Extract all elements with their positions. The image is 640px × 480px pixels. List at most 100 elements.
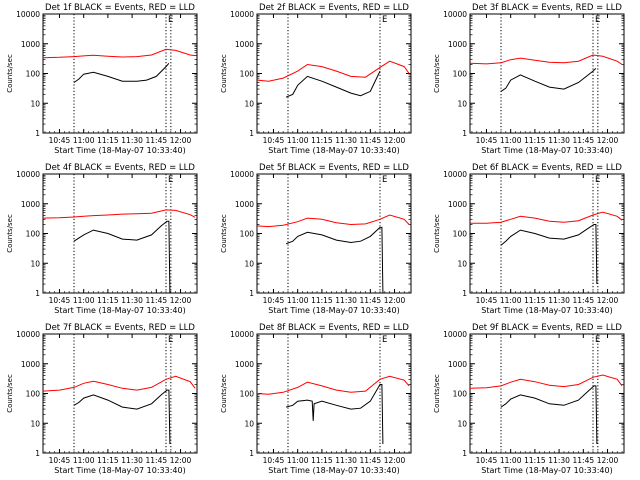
x-tick-label: 11:00 — [500, 456, 522, 465]
x-tick-label: 12:00 — [170, 456, 192, 465]
y-tick-label: 10000 — [443, 330, 467, 339]
plot-frame — [256, 173, 412, 294]
x-tick-label: 12:00 — [597, 456, 619, 465]
x-tick-label: 11:45 — [573, 456, 595, 465]
y-tick-label: 100 — [240, 70, 255, 79]
y-tick-label: 10 — [30, 99, 40, 108]
y-tick-label: 100 — [453, 230, 468, 239]
y-tick-label: 10 — [30, 259, 40, 268]
panel-title: Det 6f BLACK = Events, RED = LLD — [472, 163, 622, 173]
x-tick-label: 11:45 — [146, 456, 168, 465]
chart-panel-5: Det 5f BLACK = Events, RED = LLD 1 10 100 10… — [220, 163, 412, 315]
y-tick-label: 1 — [35, 129, 40, 138]
y-tick-label: 10000 — [443, 170, 467, 179]
x-tick-label: 10:45 — [476, 296, 498, 305]
marker-label: E — [595, 335, 600, 345]
panel-title: Det 8f BLACK = Events, RED = LLD — [259, 323, 409, 333]
chart-panel-2: Det 2f BLACK = Events, RED = LLD 1 10 100 10… — [220, 3, 412, 155]
chart-panel-4: Det 4f BLACK = Events, RED = LLD 1 10 100 10… — [6, 163, 198, 315]
y-axis-label: Counts/sec — [220, 374, 228, 413]
lld-series-line — [470, 211, 623, 224]
lld-series-line — [469, 374, 623, 389]
events-series-line — [73, 62, 170, 83]
y-tick-label: 1000 — [448, 40, 467, 49]
y-tick-label: 10000 — [443, 10, 467, 19]
x-tick-label: 11:15 — [311, 296, 333, 305]
x-tick-label: 11:45 — [573, 136, 595, 145]
x-tick-label: 11:45 — [360, 136, 382, 145]
x-tick-label: 11:30 — [335, 456, 357, 465]
y-axis-label: Counts/sec — [6, 54, 14, 93]
y-axis-label: Counts/sec — [433, 374, 441, 413]
x-tick-label: 11:30 — [548, 136, 570, 145]
x-tick-label: 11:00 — [73, 456, 95, 465]
x-axis-label: Start Time (18-May-07 10:33:40) — [268, 306, 399, 315]
events-series-line — [500, 224, 598, 285]
x-tick-label: 11:00 — [73, 136, 95, 145]
events-series-line — [500, 385, 598, 445]
x-tick-label: 11:15 — [524, 296, 546, 305]
y-tick-label: 10000 — [230, 10, 254, 19]
events-series-line — [285, 384, 384, 445]
y-tick-label: 1 — [35, 289, 40, 298]
x-tick-label: 11:15 — [524, 456, 546, 465]
y-tick-label: 1000 — [235, 360, 254, 369]
y-tick-label: 1000 — [235, 200, 254, 209]
y-tick-label: 1000 — [235, 40, 254, 49]
x-tick-label: 11:45 — [146, 136, 168, 145]
y-tick-label: 1000 — [21, 200, 40, 209]
events-series-line — [73, 220, 171, 294]
panel-title: Det 3f BLACK = Events, RED = LLD — [472, 3, 622, 13]
marker-label: E — [168, 335, 173, 345]
lld-series-line — [256, 60, 410, 82]
y-tick-label: 100 — [26, 70, 41, 79]
x-tick-label: 11:00 — [500, 136, 522, 145]
x-tick-label: 11:15 — [97, 136, 119, 145]
y-tick-label: 1 — [249, 289, 254, 298]
y-tick-label: 1000 — [21, 40, 40, 49]
chart-panel-7: Det 7f BLACK = Events, RED = LLD 1 10 100 10… — [6, 323, 198, 475]
x-tick-label: 11:15 — [524, 136, 546, 145]
plot-frame — [42, 13, 198, 134]
x-axis-label: Start Time (18-May-07 10:33:40) — [268, 146, 399, 155]
x-tick-label: 10:45 — [49, 456, 71, 465]
x-tick-label: 10:45 — [263, 456, 285, 465]
x-axis-label: Start Time (18-May-07 10:33:40) — [481, 466, 612, 475]
marker-label: E — [168, 175, 173, 185]
y-tick-label: 10 — [457, 99, 467, 108]
x-tick-label: 12:00 — [384, 296, 406, 305]
x-tick-label: 11:45 — [360, 296, 382, 305]
y-tick-label: 1000 — [448, 360, 467, 369]
x-tick-label: 11:30 — [121, 456, 143, 465]
x-tick-label: 11:30 — [121, 136, 143, 145]
x-tick-label: 12:00 — [170, 296, 192, 305]
plot-frame — [469, 13, 625, 134]
y-tick-label: 10 — [457, 259, 467, 268]
y-tick-label: 10000 — [16, 170, 40, 179]
y-axis-label: Counts/sec — [6, 214, 14, 253]
marker-label: E — [595, 15, 600, 25]
x-tick-label: 11:30 — [335, 296, 357, 305]
x-tick-label: 11:45 — [360, 456, 382, 465]
y-tick-label: 100 — [453, 390, 468, 399]
marker-label: E — [382, 15, 387, 25]
x-axis-label: Start Time (18-May-07 10:33:40) — [481, 146, 612, 155]
x-axis-label: Start Time (18-May-07 10:33:40) — [268, 466, 399, 475]
plot-frame — [256, 333, 412, 454]
y-tick-label: 100 — [240, 390, 255, 399]
y-tick-label: 1 — [249, 449, 254, 458]
y-tick-label: 1 — [462, 129, 467, 138]
marker-label: E — [382, 335, 387, 345]
y-axis-label: Counts/sec — [433, 214, 441, 253]
x-axis-label: Start Time (18-May-07 10:33:40) — [54, 466, 185, 475]
chart-panel-6: Det 6f BLACK = Events, RED = LLD 1 10 100 10… — [433, 163, 625, 315]
x-tick-label: 10:45 — [476, 456, 498, 465]
plot-frame — [42, 173, 198, 294]
marker-label: E — [382, 175, 387, 185]
marker-label: E — [595, 175, 600, 185]
x-tick-label: 10:45 — [476, 136, 498, 145]
chart-panel-8: Det 8f BLACK = Events, RED = LLD 1 10 100 10… — [220, 323, 412, 475]
x-tick-label: 11:00 — [287, 296, 309, 305]
lld-series-line — [42, 48, 196, 59]
x-tick-label: 11:15 — [97, 456, 119, 465]
